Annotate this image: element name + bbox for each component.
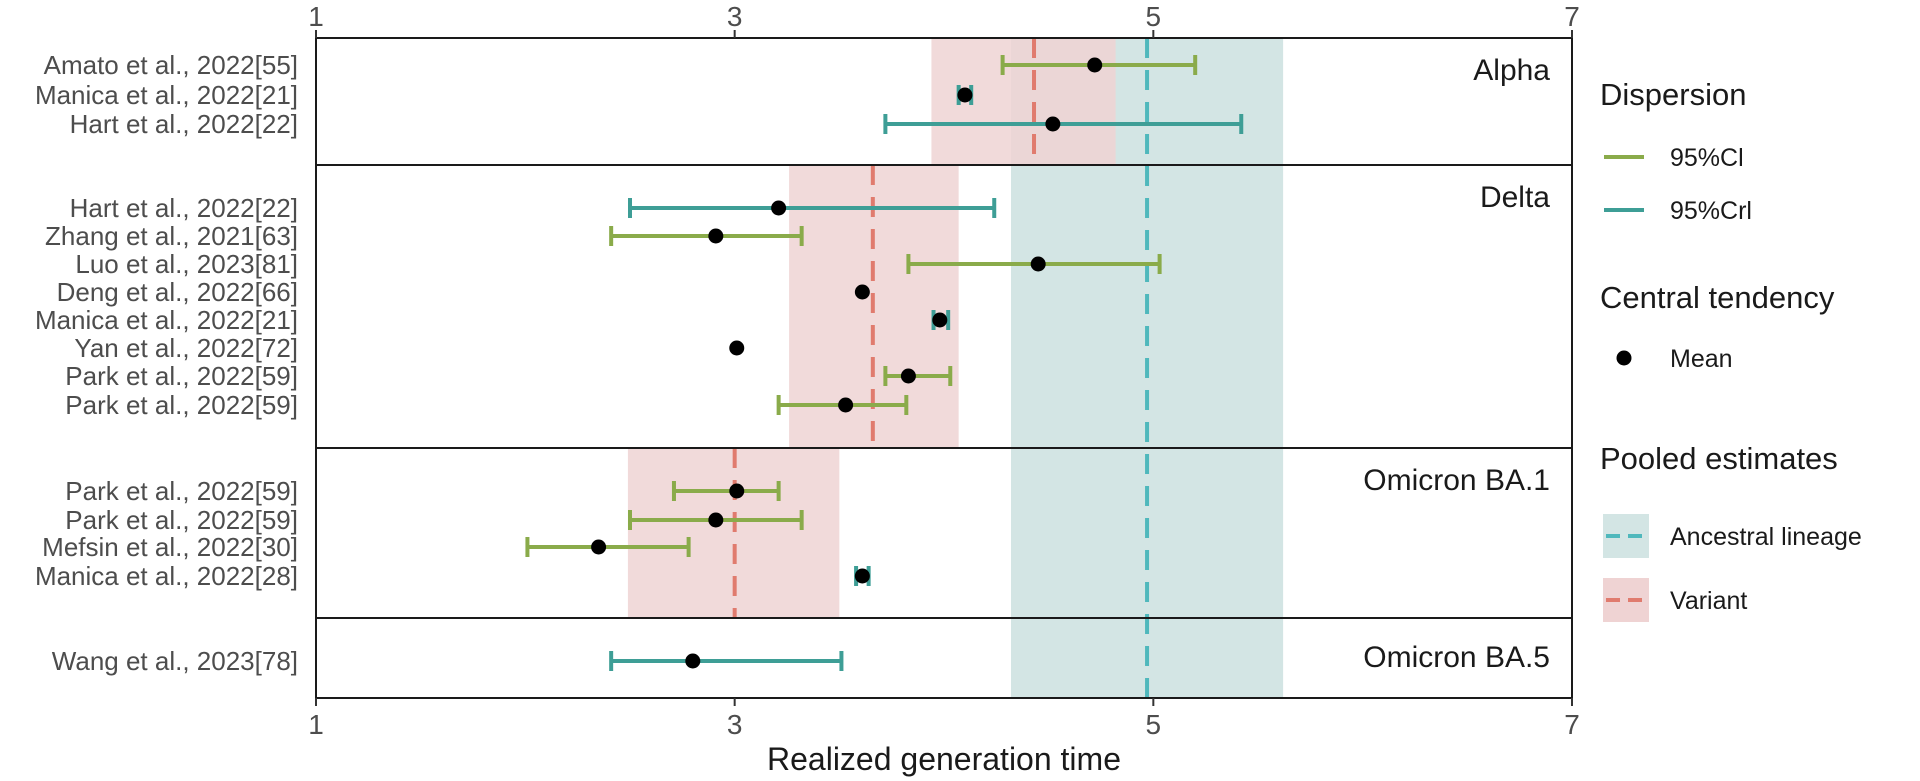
bottom-tick-label: 5 <box>1146 709 1162 740</box>
mean-point <box>729 340 745 356</box>
bottom-tick-label: 7 <box>1564 709 1580 740</box>
mean-point <box>708 512 724 528</box>
mean-point <box>771 200 787 216</box>
bottom-tick-label: 3 <box>727 709 743 740</box>
bottom-tick-label: 1 <box>308 709 324 740</box>
study-label: Yan et al., 2022[72] <box>74 333 298 363</box>
mean-point <box>685 653 701 669</box>
study-label: Luo et al., 2023[81] <box>75 249 298 279</box>
legend-label-pooled: Variant <box>1670 587 1747 615</box>
panel-label: Omicron BA.1 <box>1363 464 1550 497</box>
legend-key-mean <box>1616 350 1632 366</box>
plot-border <box>315 37 1573 699</box>
panel-label: Alpha <box>1473 54 1550 87</box>
mean-point <box>1030 256 1046 272</box>
legend-title-central: Central tendency <box>1600 280 1835 315</box>
study-label: Park et al., 2022[59] <box>65 390 298 420</box>
mean-point <box>1087 57 1103 73</box>
legend-label-pooled: Ancestral lineage <box>1670 523 1862 551</box>
study-label: Park et al., 2022[59] <box>65 476 298 506</box>
study-label: Mefsin et al., 2022[30] <box>42 532 298 562</box>
mean-point <box>708 228 724 244</box>
study-label: Zhang et al., 2021[63] <box>45 221 298 251</box>
pooled-bands <box>627 38 1284 698</box>
mean-point <box>900 368 916 384</box>
legend-title-dispersion: Dispersion <box>1600 77 1746 112</box>
legend-label-central: Mean <box>1670 345 1733 373</box>
study-label: Park et al., 2022[59] <box>65 505 298 535</box>
panel-label: Delta <box>1480 181 1550 214</box>
mean-point <box>854 568 870 584</box>
legend-label-dispersion: 95%Cl <box>1670 144 1744 172</box>
panel-frame <box>315 37 1573 699</box>
top-tick-label: 1 <box>308 1 324 32</box>
top-tick-label: 5 <box>1146 1 1162 32</box>
pooled-estimate-lines <box>732 38 1150 698</box>
mean-point <box>854 284 870 300</box>
x-axes: 1 1 3 3 5 5 7 7 <box>308 1 1580 740</box>
study-label: Park et al., 2022[59] <box>65 361 298 391</box>
mean-point <box>591 539 607 555</box>
study-label: Manica et al., 2022[21] <box>35 305 298 335</box>
legend: Dispersion 95%Cl 95%Crl Central tendency Mea… <box>1600 77 1862 622</box>
mean-point <box>729 483 745 499</box>
mean-point <box>957 87 973 103</box>
x-axis-title: Realized generation time <box>767 741 1121 777</box>
study-label: Amato et al., 2022[55] <box>44 50 298 80</box>
mean-point <box>1045 116 1061 132</box>
panel-labels: Alpha Delta Omicron BA.1 Omicron BA.5 <box>1363 54 1550 674</box>
panel-label: Omicron BA.5 <box>1363 641 1550 674</box>
study-label: Manica et al., 2022[21] <box>35 80 298 110</box>
legend-label-dispersion: 95%Crl <box>1670 197 1752 225</box>
mean-points <box>591 57 1103 669</box>
mean-point <box>932 312 948 328</box>
legend-title-pooled: Pooled estimates <box>1600 441 1838 476</box>
study-labels: Amato et al., 2022[55]Manica et al., 202… <box>35 50 298 676</box>
study-label: Hart et al., 2022[22] <box>70 109 298 139</box>
study-label: Deng et al., 2022[66] <box>57 277 298 307</box>
study-label: Hart et al., 2022[22] <box>70 193 298 223</box>
mean-point <box>838 397 854 413</box>
study-label: Wang et al., 2023[78] <box>52 646 298 676</box>
top-tick-label: 3 <box>727 1 743 32</box>
top-tick-label: 7 <box>1564 1 1580 32</box>
study-label: Manica et al., 2022[28] <box>35 561 298 591</box>
